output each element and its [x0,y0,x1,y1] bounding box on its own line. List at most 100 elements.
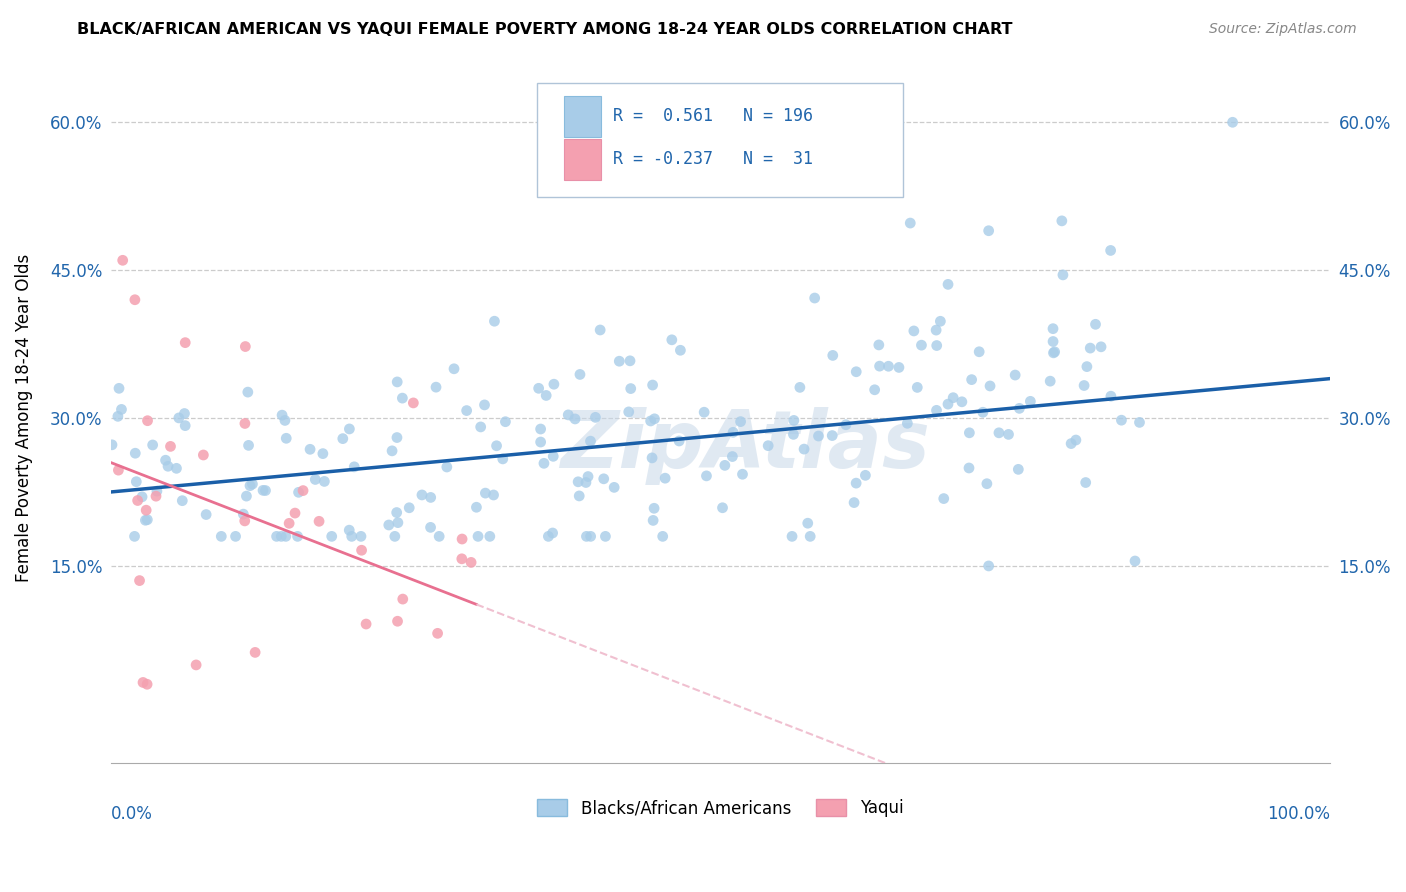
Point [936,277,959,292]
Point [411,488,433,502]
Point [887,360,910,375]
Point [583,410,606,425]
Point [579,434,602,449]
Point [271,408,294,422]
Text: R =  0.561   N = 196: R = 0.561 N = 196 [613,107,813,126]
Point [101,438,124,452]
Point [932,491,955,506]
Point [695,468,717,483]
Point [1042,346,1064,360]
Point [564,412,586,426]
Point [254,483,277,498]
Point [643,501,665,516]
Point [1090,340,1112,354]
FancyBboxPatch shape [564,138,600,180]
Point [905,380,928,394]
Point [617,405,640,419]
Point [977,558,1000,573]
Point [465,500,488,515]
Point [128,574,150,588]
Point [173,407,195,421]
Point [108,381,131,395]
Point [456,403,478,417]
Legend: Blacks/African Americans, Yaqui: Blacks/African Americans, Yaqui [531,792,910,824]
Point [239,478,262,492]
Point [898,216,921,230]
Point [195,508,218,522]
Point [460,555,482,569]
Point [1128,416,1150,430]
Point [1099,244,1122,258]
Text: R = -0.237   N =  31: R = -0.237 N = 31 [613,150,813,169]
Point [111,253,134,268]
Point [533,456,555,470]
Point [427,529,450,543]
Point [1099,389,1122,403]
Point [807,429,830,443]
Point [157,459,180,474]
Point [494,415,516,429]
Point [925,403,948,417]
Point [782,427,804,442]
Point [925,338,948,352]
Point [855,468,877,483]
Point [579,529,602,543]
Point [620,382,643,396]
Point [575,529,598,543]
Point [603,480,626,494]
Point [568,368,591,382]
Text: 100.0%: 100.0% [1267,805,1330,822]
Point [308,514,330,528]
Point [236,385,259,400]
Point [337,523,360,537]
Point [541,526,564,541]
Point [1007,462,1029,476]
Point [589,323,612,337]
Point [537,529,560,543]
Point [381,443,404,458]
Point [575,475,598,490]
Point [799,529,821,543]
Point [903,324,925,338]
Point [135,503,157,517]
Point [270,529,292,543]
Point [1050,214,1073,228]
Text: Source: ZipAtlas.com: Source: ZipAtlas.com [1209,22,1357,37]
Point [756,439,779,453]
Point [595,529,617,543]
Point [654,471,676,485]
Point [661,333,683,347]
Point [721,450,744,464]
Point [425,380,447,394]
Point [136,677,159,691]
Point [1111,413,1133,427]
Point [957,461,980,475]
Point [378,518,401,533]
Point [731,467,754,482]
Point [896,417,918,431]
Point [929,314,952,328]
Point [484,314,506,328]
Point [543,377,565,392]
Point [1073,378,1095,392]
Point [125,475,148,489]
Point [793,442,815,456]
Point [225,529,247,543]
Point [643,412,665,426]
Point [780,529,803,543]
Point [474,486,496,500]
Point [643,513,665,527]
Point [1004,368,1026,382]
Point [576,469,599,483]
Point [527,381,550,395]
Point [592,472,614,486]
Point [238,438,260,452]
Point [492,451,515,466]
Point [350,529,373,543]
Y-axis label: Female Poverty Among 18-24 Year Olds: Female Poverty Among 18-24 Year Olds [15,254,32,582]
Point [287,485,309,500]
Point [821,428,844,442]
Point [287,529,309,543]
Point [159,439,181,453]
Point [485,439,508,453]
